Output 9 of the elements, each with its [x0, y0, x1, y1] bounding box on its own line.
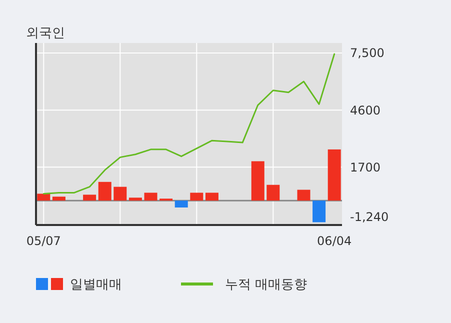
legend-label: 일별매매 — [70, 278, 122, 293]
y-tick-label: -1,240 — [350, 210, 389, 224]
y-tick-label: 1700 — [350, 160, 381, 174]
x-tick-label: 06/04 — [317, 234, 352, 248]
x-tick-label: 05/07 — [26, 234, 61, 248]
y-tick-label: 4600 — [350, 103, 381, 118]
legend-label: 누적 매매동향 — [225, 278, 308, 293]
y-tick-label: 7,500 — [350, 46, 384, 60]
chart-title: 외국인 — [26, 26, 65, 41]
